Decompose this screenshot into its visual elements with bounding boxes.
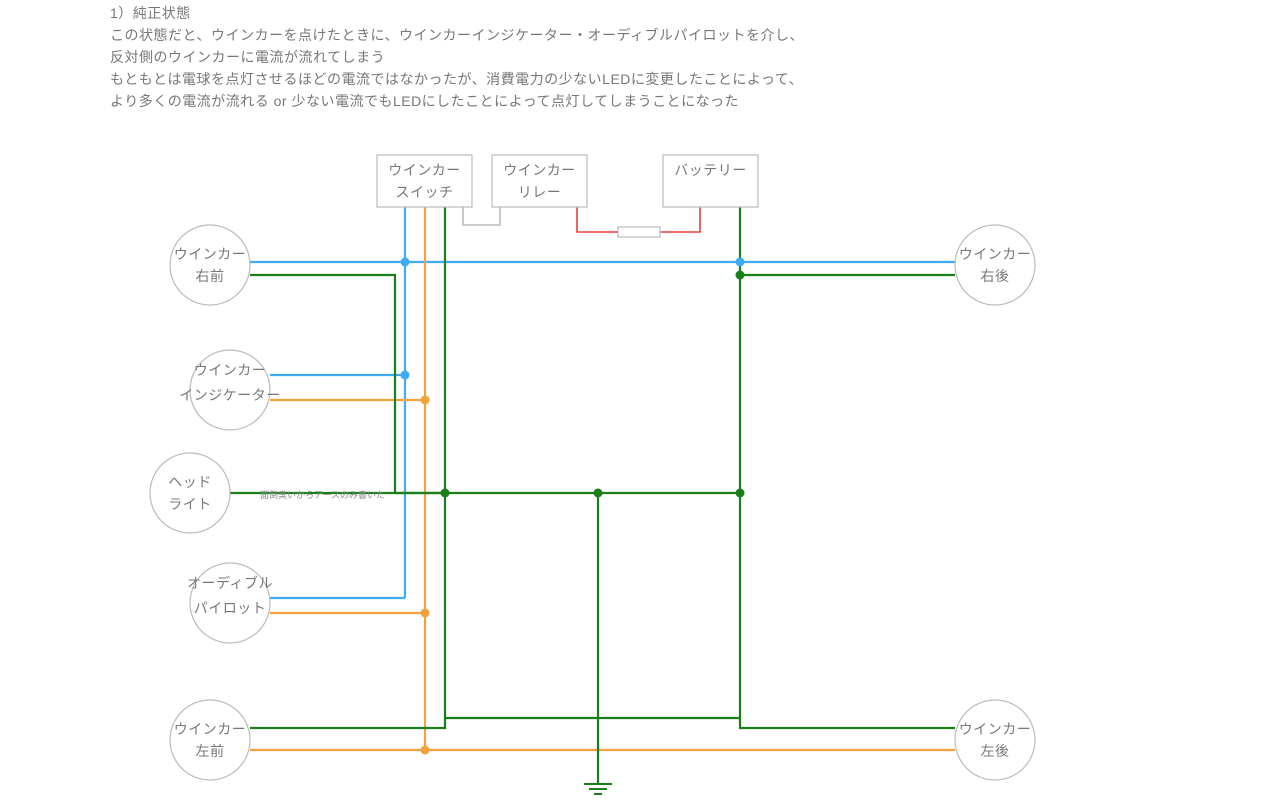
description-line-0: 1）純正状態 bbox=[110, 5, 191, 21]
node-front-left-label-1: 左前 bbox=[196, 743, 225, 759]
node-battery: バッテリー bbox=[663, 155, 758, 207]
node-audible-label-1: パイロット bbox=[194, 600, 267, 616]
node-switch-label-0: ウインカー bbox=[388, 162, 461, 178]
node-headlight-label-0: ヘッド bbox=[168, 474, 212, 490]
fuse-symbol bbox=[618, 227, 660, 237]
description-line-4: より多くの電流が流れる or 少ない電流でもLEDにしたことによって点灯してしま… bbox=[110, 93, 739, 109]
node-rear-right: ウインカー右後 bbox=[955, 225, 1035, 305]
node-headlight: ヘッドライト bbox=[150, 453, 230, 533]
junction-9 bbox=[736, 271, 745, 280]
node-indicator-label-0: ウインカー bbox=[194, 362, 267, 378]
description-line-3: もともとは電球を点灯させるほどの電流ではなかったが、消費電力の少ないLEDに変更… bbox=[110, 71, 803, 87]
node-front-right: ウインカー右前 bbox=[170, 225, 250, 305]
wire-green-fr-ground bbox=[250, 275, 395, 493]
node-audible: オーディブルパイロット bbox=[187, 563, 273, 643]
description-line-1: この状態だと、ウインカーを点けたときに、ウインカーインジケーター・オーディブルパ… bbox=[110, 27, 804, 43]
node-relay: ウインカーリレー bbox=[492, 155, 587, 207]
wire-green-fl-ground bbox=[250, 718, 445, 728]
node-relay-label-0: ウインカー bbox=[503, 162, 576, 178]
node-rear-left: ウインカー左後 bbox=[955, 700, 1035, 780]
node-relay-label-1: リレー bbox=[518, 184, 562, 200]
node-front-right-label-0: ウインカー bbox=[174, 246, 247, 262]
junction-8 bbox=[736, 489, 745, 498]
junction-2 bbox=[421, 396, 430, 405]
description-line-2: 反対側のウインカーに電流が流れてしまう bbox=[110, 49, 385, 65]
wire-green-rl-ground bbox=[740, 718, 955, 728]
junction-5 bbox=[736, 258, 745, 267]
node-indicator-label-1: インジケーター bbox=[179, 387, 281, 403]
junction-3 bbox=[421, 609, 430, 618]
node-headlight-label-1: ライト bbox=[168, 496, 212, 512]
junction-1 bbox=[401, 371, 410, 380]
node-front-left: ウインカー左前 bbox=[170, 700, 250, 780]
node-switch-label-1: スイッチ bbox=[396, 184, 454, 200]
node-rear-left-label-0: ウインカー bbox=[959, 721, 1032, 737]
node-rear-right-label-1: 右後 bbox=[981, 268, 1010, 284]
node-rear-left-label-1: 左後 bbox=[981, 743, 1010, 759]
junction-6 bbox=[441, 489, 450, 498]
junction-4 bbox=[421, 746, 430, 755]
node-audible-label-0: オーディブル bbox=[187, 575, 273, 591]
wire-fuse-to-batt-red bbox=[660, 207, 700, 232]
node-rear-right-label-0: ウインカー bbox=[959, 246, 1032, 262]
wire-sw-to-relay-gray bbox=[463, 207, 500, 225]
junction-7 bbox=[594, 489, 603, 498]
node-battery-label-0: バッテリー bbox=[674, 162, 747, 178]
wiring-diagram: 1）純正状態この状態だと、ウインカーを点けたときに、ウインカーインジケーター・オ… bbox=[0, 0, 1280, 800]
node-indicator: ウインカーインジケーター bbox=[179, 350, 281, 430]
node-switch: ウインカースイッチ bbox=[377, 155, 472, 207]
wire-relay-to-fuse-red bbox=[577, 207, 618, 232]
node-front-left-label-0: ウインカー bbox=[174, 721, 247, 737]
junction-0 bbox=[401, 258, 410, 267]
node-front-right-label-1: 右前 bbox=[196, 268, 225, 284]
headlight-note: 面倒臭いからアースのみ書いた bbox=[260, 489, 385, 500]
